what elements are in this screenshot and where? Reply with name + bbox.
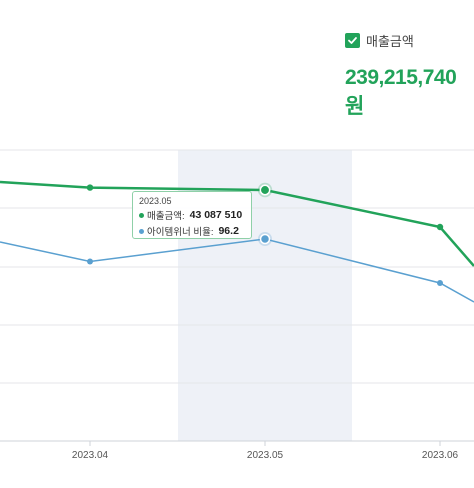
checkbox-checked-icon[interactable] — [345, 33, 360, 48]
tooltip-row-ratio: 아이템위너 비율: 96.2 — [139, 224, 245, 238]
x-tick-label: 2023.06 — [422, 450, 459, 461]
x-axis-labels: 2023.04 2023.05 2023.06 — [72, 441, 459, 461]
legend-label: 매출금액 — [366, 34, 414, 49]
series-dot-icon — [139, 212, 144, 218]
series-dot-icon — [139, 228, 144, 234]
chart-series — [0, 180, 474, 303]
total-sales-amount: 239,215,740원 — [345, 66, 457, 118]
data-point-active — [259, 233, 271, 245]
data-point — [87, 258, 93, 265]
tooltip-label: 아이템위너 비율: — [147, 227, 214, 238]
tooltip-title: 2023.05 — [139, 196, 172, 206]
data-point-active — [259, 184, 271, 196]
tooltip-value: 43 087 510 — [189, 209, 243, 221]
chart-tooltip: 2023.05 매출금액: 43 087 510 아이템위너 비율: 96.2 — [132, 191, 252, 239]
x-tick-label: 2023.05 — [247, 450, 284, 461]
data-point — [436, 223, 444, 231]
data-point — [86, 184, 94, 191]
tooltip-row-sales: 매출금액: 43 087 510 — [139, 208, 245, 222]
legend-sales[interactable]: 매출금액 — [345, 31, 414, 50]
x-tick-label: 2023.04 — [72, 450, 109, 461]
tooltip-value: 96.2 — [218, 225, 239, 237]
tooltip-label: 매출금액: — [147, 211, 185, 222]
data-point — [437, 280, 443, 286]
